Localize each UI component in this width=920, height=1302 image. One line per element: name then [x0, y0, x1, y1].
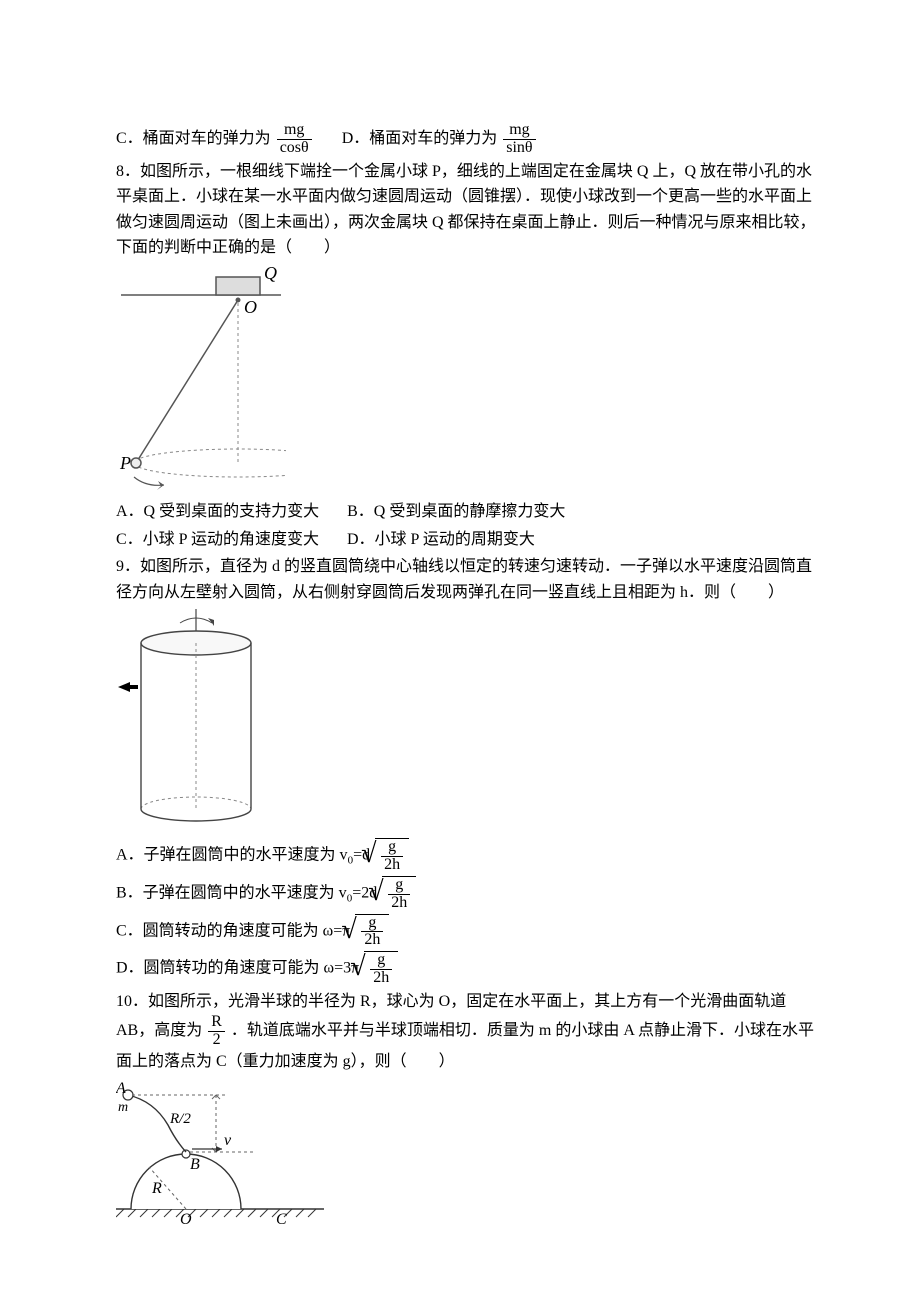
q9-optB-sqrt: √ g 2h — [382, 876, 416, 912]
q9-optB-line: B．子弹在圆筒中的水平速度为 v0=2d √ g 2h — [116, 876, 824, 912]
q8-figure: Q O P — [116, 265, 286, 495]
q7-optD-frac: mg sinθ — [503, 122, 535, 157]
q8-label-O: O — [244, 297, 257, 317]
q10-frac-den: 2 — [208, 1032, 225, 1049]
q10-label-v: v — [224, 1132, 232, 1149]
q8-optD: D．小球 P 运动的周期变大 — [347, 531, 535, 548]
q10-figure: O R B A m R/2 v C — [116, 1079, 326, 1229]
q8-label-P: P — [119, 453, 131, 473]
q8-options-row1: A．Q 受到桌面的支持力变大 B．Q 受到桌面的静摩擦力变大 — [116, 499, 824, 525]
q7-optD-num: mg — [503, 122, 535, 140]
q10-label-R2: R/2 — [169, 1111, 191, 1127]
q9-optB-radden: 2h — [388, 895, 410, 912]
q9-optB-pre: B．子弹在圆筒中的水平速度为 v — [116, 884, 347, 901]
q8-label-Q: Q — [264, 265, 277, 283]
q7-option-line: C．桶面对车的弹力为 mg cosθ D．桶面对车的弹力为 mg sinθ — [116, 122, 824, 157]
q8-options-row2: C．小球 P 运动的角速度变大 D．小球 P 运动的周期变大 — [116, 527, 824, 553]
q10-label-O: O — [180, 1211, 192, 1228]
q9-optC-sqrt: √ g 2h — [355, 914, 389, 950]
q9-optD-radnum: g — [370, 952, 392, 970]
q9-optA-radnum: g — [381, 839, 403, 857]
q8-optC: C．小球 P 运动的角速度变大 — [116, 531, 319, 548]
q10-label-C: C — [276, 1211, 287, 1228]
q7-optC-pre: C．桶面对车的弹力为 — [116, 130, 271, 147]
q7-optD-den: sinθ — [503, 140, 535, 157]
q8-stem: 8．如图所示，一根细线下端拴一个金属小球 P，细线的上端固定在金属块 Q 上，Q… — [116, 159, 824, 261]
q10-label-B: B — [190, 1156, 200, 1173]
q10-frac: R 2 — [208, 1014, 225, 1049]
q9-stem: 9．如图所示，直径为 d 的竖直圆筒绕中心轴线以恒定的转速匀速转动．一子弹以水平… — [116, 554, 824, 605]
q10-stem: 10．如图所示，光滑半球的半径为 R，球心为 O，固定在水平面上，其上方有一个光… — [116, 989, 824, 1075]
q9-optB-radnum: g — [388, 877, 410, 895]
q7-optD-pre: D．桶面对车的弹力为 — [342, 130, 498, 147]
q8-optA: A．Q 受到桌面的支持力变大 — [116, 503, 319, 520]
q7-optC-num: mg — [277, 122, 312, 140]
q9-optC-radnum: g — [361, 915, 383, 933]
q10-frac-num: R — [208, 1014, 225, 1032]
q9-figure — [116, 609, 276, 834]
q10-label-R: R — [151, 1180, 162, 1197]
q7-optC-den: cosθ — [277, 140, 312, 157]
q9-optD-line: D．圆筒转功的角速度可能为 ω=3π √ g 2h — [116, 951, 824, 987]
q7-optC-frac: mg cosθ — [277, 122, 312, 157]
q9-optA-line: A．子弹在圆筒中的水平速度为 v0=d √ g 2h — [116, 838, 824, 874]
q10-label-m: m — [118, 1100, 128, 1115]
q10-label-A: A — [116, 1080, 126, 1097]
q9-optA-pre: A．子弹在圆筒中的水平速度为 v — [116, 847, 348, 864]
q9-optD-radden: 2h — [370, 970, 392, 987]
q9-optA-sqrt: √ g 2h — [375, 838, 409, 874]
q9-optA-radden: 2h — [381, 857, 403, 874]
q9-optC-line: C．圆筒转动的角速度可能为 ω=π √ g 2h — [116, 914, 824, 950]
q9-optD-sqrt: √ g 2h — [364, 951, 398, 987]
q9-optC-pre: C．圆筒转动的角速度可能为 ω=π — [116, 922, 350, 939]
q9-optD-pre: D．圆筒转功的角速度可能为 ω=3π — [116, 960, 359, 977]
q8-optB: B．Q 受到桌面的静摩擦力变大 — [347, 503, 565, 520]
